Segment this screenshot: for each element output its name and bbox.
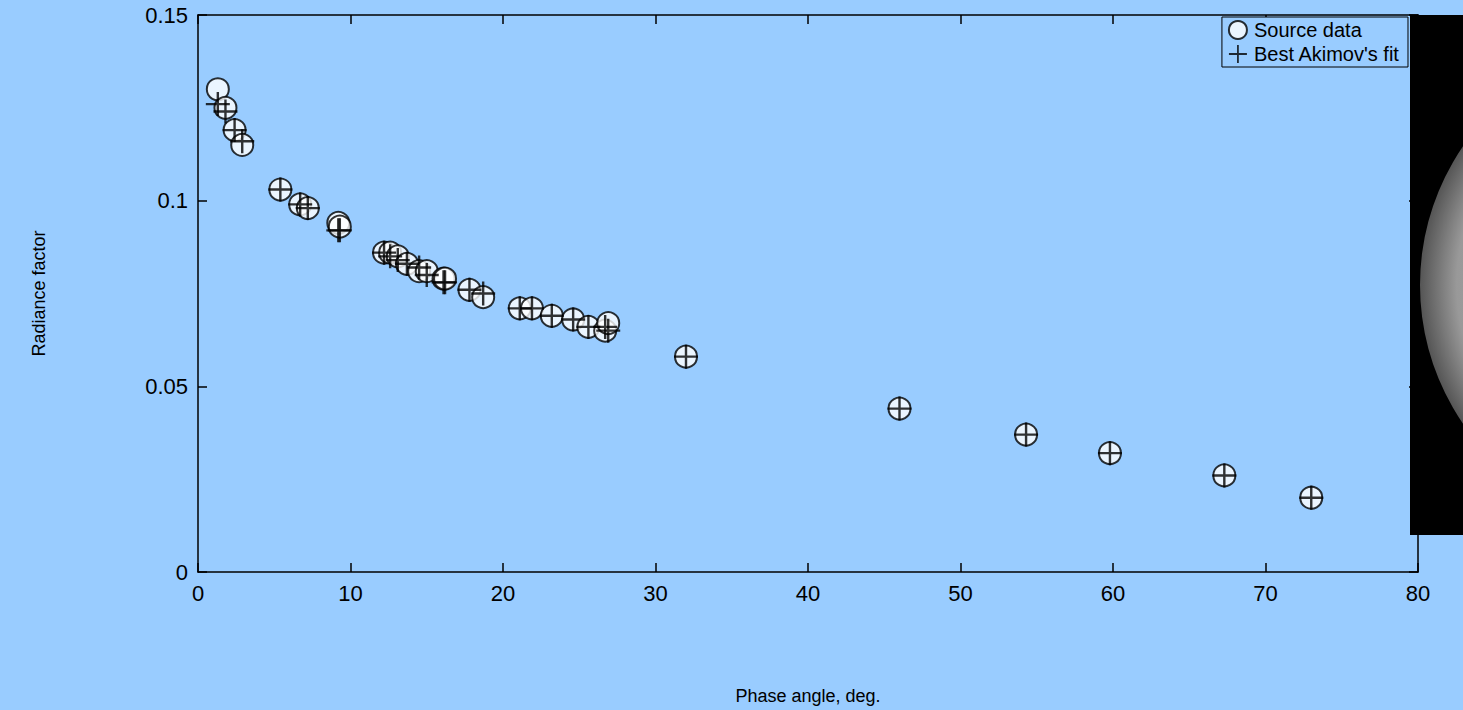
svg-text:60: 60 (1101, 581, 1125, 606)
svg-text:Source data: Source data (1254, 19, 1363, 41)
svg-text:50: 50 (948, 581, 972, 606)
svg-text:10: 10 (338, 581, 362, 606)
svg-text:0.1: 0.1 (157, 188, 188, 213)
svg-text:40: 40 (796, 581, 820, 606)
svg-text:0: 0 (176, 560, 188, 585)
svg-text:Phase angle, deg.: Phase angle, deg. (735, 686, 880, 706)
svg-text:0.05: 0.05 (145, 374, 188, 399)
svg-text:0: 0 (192, 581, 204, 606)
svg-text:80: 80 (1406, 581, 1430, 606)
svg-text:0.15: 0.15 (145, 3, 188, 28)
svg-text:20: 20 (491, 581, 515, 606)
svg-text:70: 70 (1253, 581, 1277, 606)
svg-text:Radiance factor: Radiance factor (29, 230, 49, 356)
svg-text:30: 30 (643, 581, 667, 606)
svg-text:Best Akimov's fit: Best Akimov's fit (1254, 43, 1399, 65)
